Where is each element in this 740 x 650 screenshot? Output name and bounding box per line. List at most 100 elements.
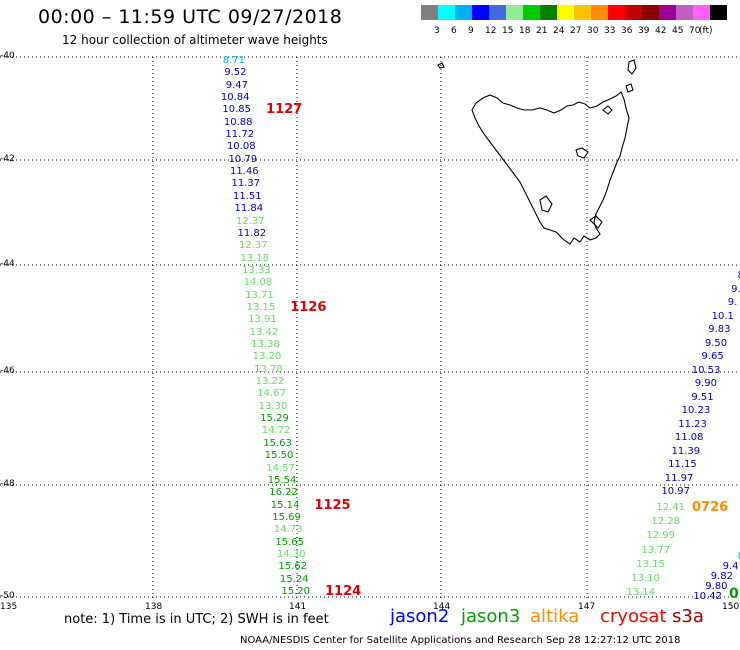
wave-height-label: 12.37	[239, 240, 268, 252]
wave-height-label: 13.15	[636, 558, 665, 570]
wave-height-label: 10.85	[222, 104, 252, 116]
wave-height-label: 9.47	[225, 79, 249, 91]
wave-height-label: 9.83	[708, 324, 731, 335]
pass-time-label: 0726	[692, 500, 729, 515]
wave-height-label: 9.52	[224, 67, 247, 79]
wave-height-label: 8	[704, 551, 740, 562]
satellite-name: s3a	[672, 606, 704, 627]
tasmania-coastline	[437, 59, 637, 245]
pass-time-label: 1127	[266, 102, 303, 118]
satellite-name: altika	[530, 606, 580, 627]
wave-height-label: 15.24	[279, 573, 309, 585]
longitude-label: 150	[722, 602, 740, 612]
legend-label: 39	[638, 26, 650, 36]
legend-swatch	[591, 5, 608, 20]
legend-swatch	[557, 5, 574, 20]
wave-height-label: 10.08	[226, 141, 256, 153]
wave-height-label: 15.29	[260, 413, 289, 425]
wave-height-label: 10.23	[681, 405, 711, 416]
pass-time-label: 1125	[314, 497, 351, 513]
wave-height-label: 12.41	[656, 502, 685, 513]
legend-swatch	[608, 5, 625, 20]
wave-height-label: 14.08	[243, 277, 273, 289]
latitude-label: -40	[0, 51, 15, 61]
longitude-label: 138	[145, 602, 163, 612]
wave-height-label: 11.08	[674, 432, 704, 443]
legend-label: 6	[451, 26, 457, 36]
legend-swatch	[625, 5, 642, 20]
wave-height-label: 11.46	[229, 166, 259, 178]
legend-label: (ft)	[699, 26, 713, 36]
wave-height-map	[0, 56, 740, 600]
credit-line: NOAA/NESDIS Center for Satellite Applica…	[240, 635, 681, 646]
wave-height-label: 9.65	[701, 351, 724, 362]
legend-swatch	[659, 5, 676, 20]
wave-height-label: 13.14	[626, 587, 655, 598]
wave-height-label: 15.65	[275, 536, 304, 548]
wave-height-label: 10.84	[220, 92, 250, 104]
wave-height-label: 11.97	[664, 472, 694, 484]
legend-swatch	[676, 5, 693, 20]
wave-height-label: 13.38	[251, 339, 280, 351]
legend-label: 12	[485, 26, 497, 36]
legend-swatch	[710, 5, 727, 20]
legend-swatch	[506, 5, 523, 20]
legend-label: 70	[689, 26, 701, 36]
wave-height-label: 14.67	[257, 388, 286, 400]
wave-height-label: 9.51	[691, 391, 714, 403]
legend-swatch	[642, 5, 659, 20]
legend-swatch	[540, 5, 557, 20]
footer-note: note: 1) Time is in UTC; 2) SWH is in fe…	[64, 612, 329, 627]
wave-height-label: 13.10	[631, 572, 660, 584]
wave-height-label: 11.37	[231, 178, 261, 190]
legend-swatch	[574, 5, 591, 20]
legend-label: 21	[536, 26, 548, 36]
wave-height-label: 13.20	[252, 351, 282, 363]
latitude-label: -42	[0, 154, 15, 164]
wave-height-label: 13.42	[249, 326, 279, 338]
legend-swatch	[489, 5, 506, 20]
wave-height-label: 11.39	[671, 445, 701, 457]
legend-swatch	[472, 5, 489, 20]
wave-height-label: 14.57	[266, 462, 295, 474]
wave-height-label: 9.80	[705, 581, 728, 592]
wave-height-label: 10.1	[711, 310, 734, 322]
legend-swatch	[523, 5, 540, 20]
legend-label: 3	[434, 26, 440, 36]
wave-height-label: 11.72	[225, 129, 255, 141]
wave-height-label: 13.33	[242, 264, 271, 276]
longitude-label: 141	[289, 602, 307, 612]
wave-height-label: 11.23	[678, 418, 707, 430]
legend-swatch	[438, 5, 455, 20]
wave-height-label: 10.97	[661, 486, 690, 497]
wave-height-label: 11.82	[237, 227, 267, 239]
legend-label: 18	[519, 26, 531, 36]
pass-time-label: 1124	[325, 584, 362, 599]
wave-height-label: 15.20	[281, 586, 310, 597]
satellite-name: jason3	[461, 606, 521, 627]
wave-height-label: 15.62	[278, 561, 307, 573]
wave-height-label: 13.30	[258, 400, 288, 412]
wave-height-label: 15.69	[272, 511, 301, 523]
legend-swatch	[455, 5, 472, 20]
wave-height-label: 9.50	[704, 337, 728, 349]
wave-height-label: 10.53	[691, 364, 721, 376]
page-title: 00:00 – 11:59 UTC 09/27/2018	[38, 6, 343, 28]
satellite-name: cryosat	[600, 606, 667, 627]
legend-label: 9	[468, 26, 474, 36]
wave-height-label: 16.22	[269, 487, 298, 499]
latitude-label: -46	[0, 366, 15, 376]
latitude-label: -48	[0, 479, 15, 489]
wave-height-label: 9.	[731, 283, 740, 295]
longitude-label: 135	[0, 602, 18, 612]
wave-height-label: 12.28	[651, 516, 680, 528]
wave-height-label: 9.90	[694, 378, 717, 389]
wave-height-label: 13.18	[240, 252, 270, 264]
wave-height-label: 11.51	[232, 190, 262, 202]
wave-height-label: 12.37	[236, 215, 265, 227]
wave-height-label: 15.54	[267, 474, 297, 486]
wave-height-label: 13.91	[248, 314, 277, 326]
wave-height-label: 14.72	[261, 425, 291, 437]
wave-height-label: 10.79	[228, 153, 258, 165]
pass-time-label: 0	[729, 586, 739, 602]
